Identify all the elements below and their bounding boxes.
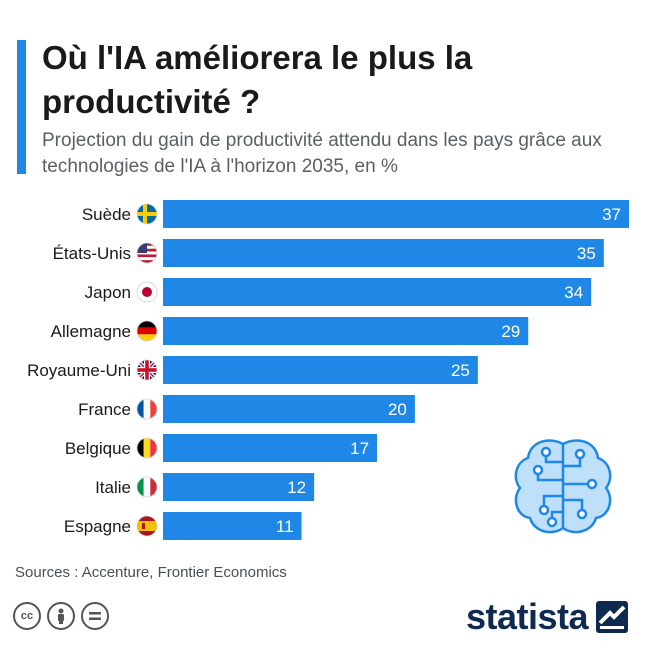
nd-icon[interactable]	[81, 602, 109, 630]
category-label: États-Unis	[53, 244, 131, 263]
bar-row: 20 France	[78, 395, 415, 423]
sweden-flag-icon	[137, 204, 157, 224]
license-icons: cc	[13, 602, 109, 630]
bar[interactable]	[163, 200, 629, 228]
title-accent-bar	[17, 40, 26, 174]
source-note: Sources : Accenture, Frontier Economics	[15, 564, 287, 581]
belgium-flag-icon	[137, 438, 157, 458]
statista-mark-icon	[596, 601, 629, 633]
category-label: Belgique	[65, 439, 131, 458]
bar[interactable]	[163, 434, 378, 462]
bar[interactable]	[163, 356, 478, 384]
germany-flag-icon	[137, 321, 157, 341]
bar[interactable]	[163, 395, 415, 423]
bar-value-label: 35	[577, 244, 596, 263]
category-label: Royaume-Uni	[27, 361, 131, 380]
cc-icon[interactable]: cc	[13, 602, 41, 630]
bar-row: 11 Espagne	[64, 512, 302, 540]
bar-chart: 37 Suède 35 États-Unis 34 Japon 29 Allemagne 25 R…	[27, 200, 629, 540]
bar-row: 29 Allemagne	[51, 317, 529, 345]
chart-subtitle: Projection du gain de productivité atten…	[42, 130, 602, 177]
bar-value-label: 12	[287, 478, 306, 497]
category-label: Espagne	[64, 517, 131, 536]
category-label: Japon	[85, 283, 131, 302]
brain-circuit-icon	[514, 439, 612, 534]
brand-name: statista	[466, 596, 589, 637]
bar-value-label: 17	[350, 439, 369, 458]
usa-flag-icon	[137, 243, 157, 263]
bar[interactable]	[163, 239, 604, 267]
japan-flag-icon	[137, 282, 157, 302]
france-flag-icon	[137, 399, 157, 419]
bar-row: 17 Belgique	[65, 434, 378, 462]
italy-flag-icon	[137, 477, 157, 497]
category-label: Italie	[95, 478, 131, 497]
chart-title: Où l'IA améliorera le plus la productivi…	[42, 39, 473, 120]
statista-logo[interactable]: statista	[466, 596, 629, 638]
bar-row: 34 Japon	[85, 278, 592, 306]
bar-value-label: 20	[388, 400, 407, 419]
bar[interactable]	[163, 473, 315, 501]
by-icon[interactable]	[47, 602, 75, 630]
bar-value-label: 29	[501, 322, 520, 341]
bar[interactable]	[163, 317, 529, 345]
bar-row: 35 États-Unis	[53, 239, 604, 267]
bar-value-label: 11	[276, 517, 294, 536]
bar[interactable]	[163, 512, 302, 540]
bar-row: 37 Suède	[82, 200, 629, 228]
spain-flag-icon	[137, 516, 157, 536]
category-label: Allemagne	[51, 322, 131, 341]
bar-value-label: 37	[602, 205, 621, 224]
bar-row: 12 Italie	[95, 473, 315, 501]
category-label: Suède	[82, 205, 131, 224]
category-label: France	[78, 400, 131, 419]
uk-flag-icon	[137, 360, 157, 380]
bar-value-label: 25	[451, 361, 470, 380]
bar[interactable]	[163, 278, 592, 306]
bar-value-label: 34	[564, 283, 583, 302]
bar-row: 25 Royaume-Uni	[27, 356, 478, 384]
